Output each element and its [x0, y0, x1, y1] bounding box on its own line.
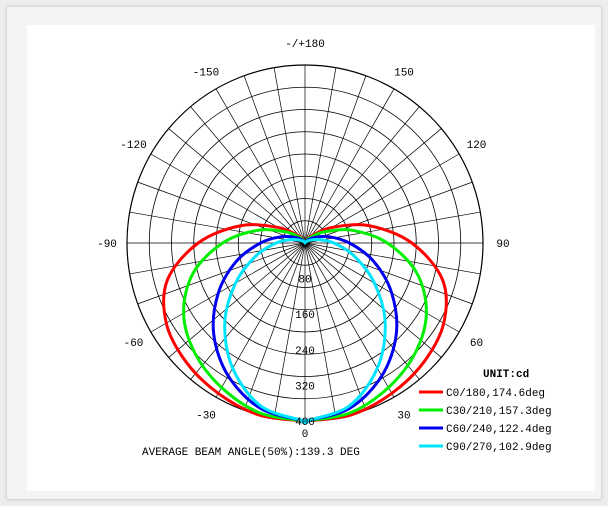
angle-label: 150 [394, 68, 414, 80]
grid-spoke [273, 67, 306, 244]
series-line-4 [223, 237, 387, 425]
grid-spoke [137, 242, 306, 305]
legend-entry: C30/210,157.3deg [446, 406, 552, 418]
grid-spoke [243, 75, 306, 244]
angle-label: -120 [120, 140, 146, 152]
grid-spoke [304, 75, 367, 244]
radial-tick-label: 80 [298, 275, 311, 287]
grid-spoke [304, 106, 420, 244]
radial-tick-label: 400 [295, 417, 315, 429]
radial-tick-labels: 80 160 240 320 400 [295, 275, 315, 429]
angle-label: -150 [193, 68, 219, 80]
grid-spoke [304, 242, 460, 333]
grid-spoke [168, 128, 306, 244]
angle-label: 60 [470, 338, 483, 350]
grid-spoke [304, 88, 395, 244]
grid-spoke [215, 88, 306, 244]
grid-spoke [304, 242, 442, 358]
angle-label: -90 [97, 239, 117, 251]
angle-label: 90 [496, 239, 509, 251]
grid-spoke [137, 181, 306, 244]
grid-spoke [304, 242, 473, 305]
grid-spoke [304, 181, 473, 244]
radial-tick-label: 320 [295, 381, 315, 393]
grid-spoke [129, 242, 306, 275]
legend-entry: C60/240,122.4deg [446, 424, 552, 436]
grid-spoke [190, 242, 306, 380]
angle-label: -30 [196, 411, 216, 423]
angle-labels: -/+180 150 -150 120 -120 90 -90 60 -60 30 -30 0 [97, 39, 510, 441]
angle-label: 120 [467, 140, 487, 152]
radial-tick-label: 240 [295, 346, 315, 358]
grid-spoke [190, 106, 306, 244]
unit-label: UNIT:cd [483, 369, 529, 381]
grid-spoke [215, 242, 306, 398]
grid-spoke [243, 242, 306, 411]
grid-spoke [273, 242, 306, 419]
grid-spoke [304, 242, 337, 419]
grid-spoke [150, 242, 306, 333]
legend-entry: C0/180,174.6deg [446, 388, 545, 400]
angle-label: 30 [397, 411, 410, 423]
legend-entry: C90/270,102.9deg [446, 442, 552, 454]
grid-spoke [304, 128, 442, 244]
grid-spoke [168, 242, 306, 358]
series-layer [162, 223, 448, 425]
angle-label: 0 [302, 429, 309, 441]
grid-spoke [304, 242, 395, 398]
angle-label: -60 [124, 338, 144, 350]
grid-spoke [304, 242, 420, 380]
radial-tick-label: 160 [295, 310, 315, 322]
grid-spoke [304, 242, 481, 275]
beam-angle-footer: AVERAGE BEAM ANGLE(50%):139.3 DEG [142, 447, 360, 459]
chart-panel: -/+180 150 -150 120 -120 90 -90 60 -60 30 -30 0 80 1… [27, 25, 595, 491]
angle-label: -/+180 [285, 39, 325, 51]
chart-frame: -/+180 150 -150 120 -120 90 -90 60 -60 30 -30 0 80 1… [6, 6, 602, 500]
grid-spoke [304, 67, 337, 244]
grid-spoke [304, 242, 367, 411]
polar-chart: -/+180 150 -150 120 -120 90 -90 60 -60 30 -30 0 80 1… [97, 39, 552, 459]
legend: C0/180,174.6deg C30/210,157.3deg C60/240,1… [419, 388, 552, 454]
